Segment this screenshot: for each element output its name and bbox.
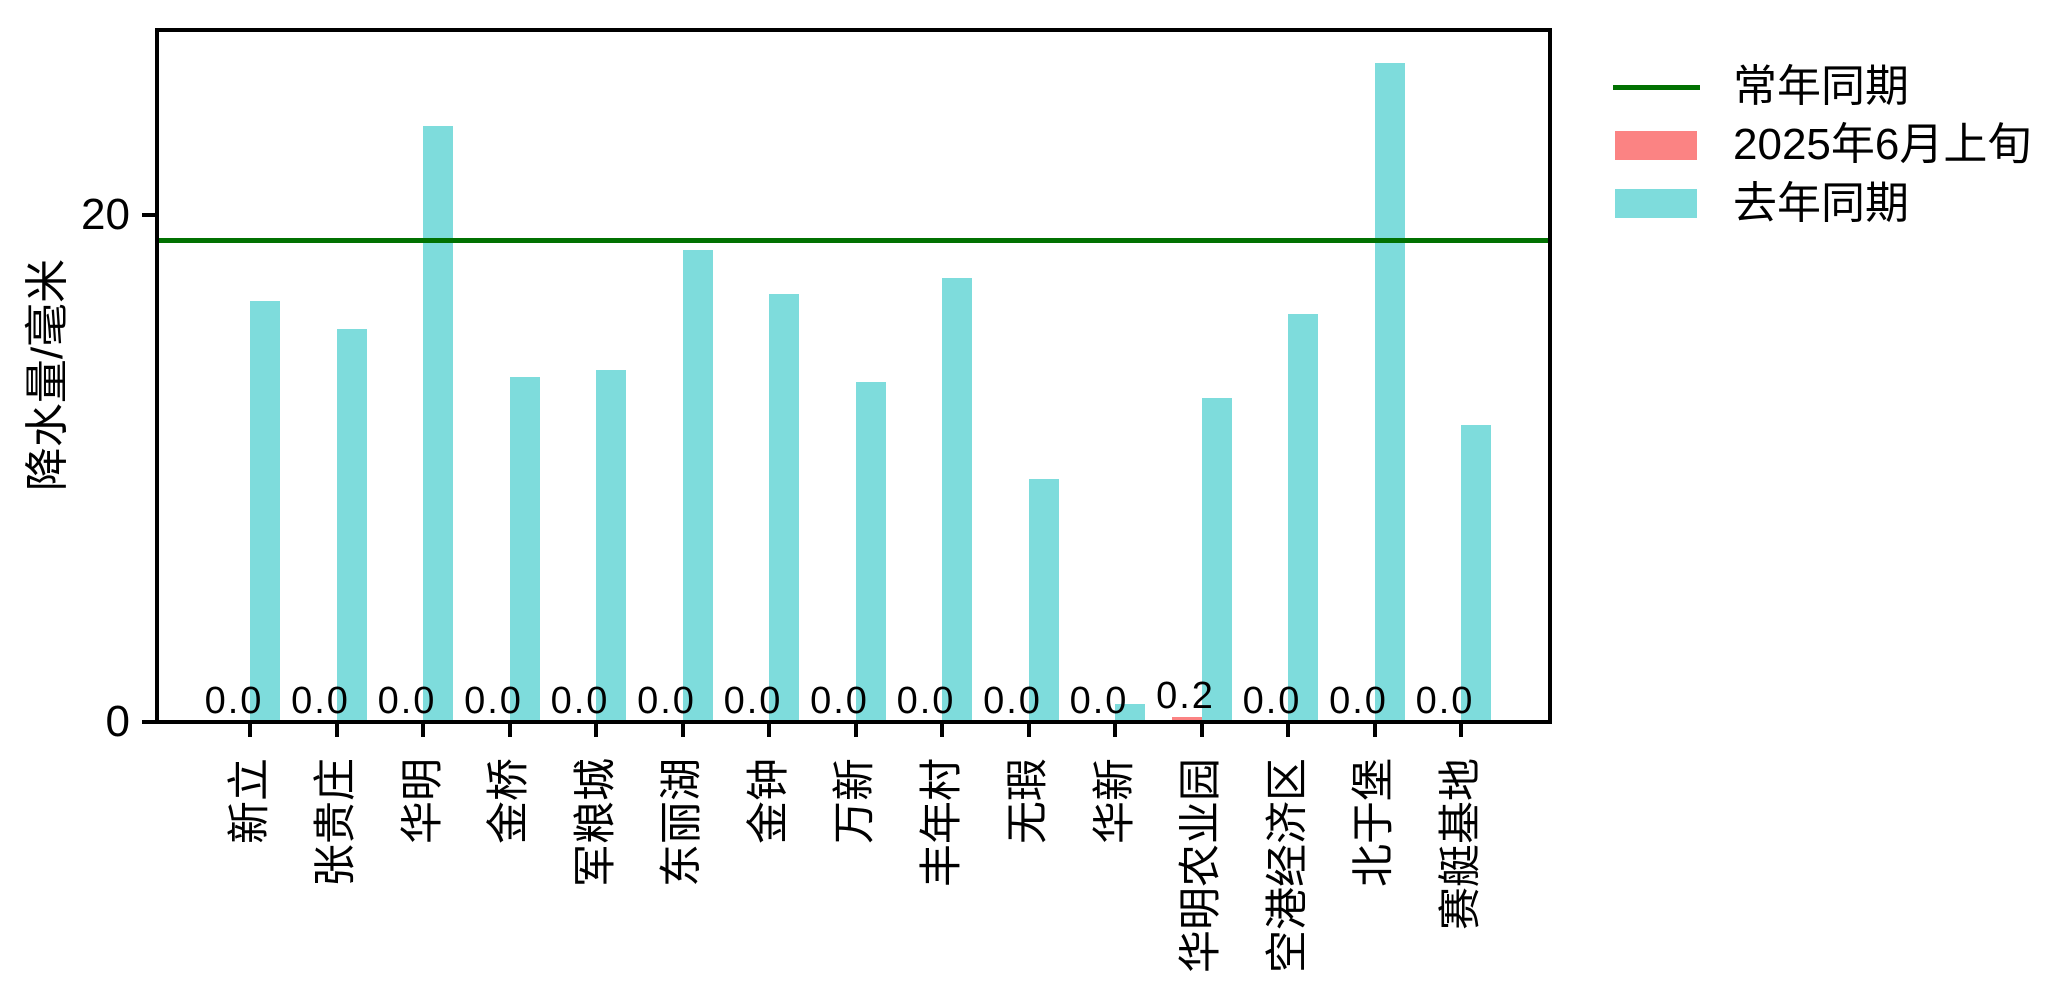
bar-lastyear-1 (336, 329, 367, 722)
x-label-9: 无瑕 (1004, 758, 1052, 844)
bar-value-label-0: 0.0 (204, 680, 264, 722)
y-tick-1 (142, 213, 155, 217)
x-tick-1 (334, 724, 339, 737)
x-tick-0 (248, 724, 252, 737)
y-tick-label-1: 20 (81, 190, 130, 239)
x-tick-13 (1372, 724, 1377, 737)
legend-label-2025-june: 2025年6月上旬 (1733, 120, 2032, 169)
x-tick-5 (680, 724, 685, 737)
x-label-14: 赛艇基地 (1436, 758, 1485, 930)
bar-lastyear-6 (769, 294, 799, 722)
bar-value-label-6: 0.0 (723, 680, 783, 722)
bar-value-label-2: 0.0 (377, 680, 437, 722)
x-label-13: 北于堡 (1350, 758, 1398, 887)
bar-value-label-5: 0.0 (637, 680, 696, 722)
x-label-12: 空港经济区 (1263, 758, 1312, 973)
x-tick-14 (1459, 724, 1463, 737)
x-label-8: 丰年村 (917, 758, 966, 887)
bar-lastyear-4 (596, 370, 626, 722)
y-tick-label-0: 0 (105, 697, 130, 746)
x-tick-2 (421, 724, 425, 737)
bar-lastyear-3 (509, 377, 540, 722)
bar-value-label-8: 0.0 (896, 680, 956, 722)
x-label-4: 军粮城 (571, 758, 620, 887)
x-label-5: 东丽湖 (658, 758, 706, 887)
bar-lastyear-14 (1461, 425, 1491, 722)
bar-value-label-11: 0.2 (1156, 675, 1215, 717)
bar-lastyear-10 (1115, 704, 1145, 722)
bar-value-label-9: 0.0 (983, 680, 1042, 722)
bar-value-label-4: 0.0 (550, 680, 610, 722)
x-tick-7 (853, 724, 858, 737)
bar-value-label-12: 0.0 (1242, 680, 1302, 722)
x-label-11: 华明农业园 (1177, 758, 1225, 973)
legend-label-normal-period: 常年同期 (1733, 62, 1909, 111)
x-tick-3 (507, 724, 512, 737)
x-tick-8 (940, 724, 944, 737)
x-label-3: 金桥 (485, 758, 533, 844)
bar-lastyear-0 (250, 301, 280, 722)
x-label-1: 张贵庄 (312, 758, 360, 887)
bar-lastyear-2 (423, 126, 453, 722)
y-tick-0 (142, 720, 155, 724)
normal-period-reference-line (159, 237, 1550, 243)
x-label-7: 万新 (831, 758, 879, 844)
bar-value-label-14: 0.0 (1415, 680, 1475, 722)
bar-lastyear-12 (1288, 314, 1318, 722)
legend-2025-swatch (1615, 131, 1697, 160)
bar-lastyear-7 (855, 382, 886, 722)
y-axis-title: 降水量/毫米 (23, 258, 72, 492)
bar-2025-11 (1171, 717, 1202, 722)
x-tick-10 (1113, 724, 1117, 737)
bar-value-label-7: 0.0 (810, 680, 869, 722)
bar-value-label-3: 0.0 (464, 680, 523, 722)
x-tick-9 (1026, 724, 1031, 737)
x-tick-6 (767, 724, 771, 737)
bar-value-label-1: 0.0 (291, 680, 350, 722)
x-tick-12 (1286, 724, 1290, 737)
bar-lastyear-13 (1374, 63, 1405, 722)
x-tick-11 (1199, 724, 1204, 737)
bar-lastyear-11 (1201, 398, 1232, 722)
legend-line-swatch (1613, 85, 1700, 90)
bar-lastyear-8 (942, 278, 972, 722)
x-tick-4 (594, 724, 598, 737)
bar-lastyear-9 (1028, 479, 1059, 722)
bar-lastyear-5 (682, 250, 713, 722)
legend-lastyear-swatch (1615, 189, 1697, 218)
x-label-0: 新立 (225, 758, 274, 844)
x-label-2: 华明 (398, 758, 447, 844)
bar-value-label-10: 0.0 (1069, 680, 1129, 722)
legend-label-last-year: 去年同期 (1733, 179, 1909, 228)
bar-value-label-13: 0.0 (1329, 680, 1388, 722)
x-label-6: 金钟 (744, 758, 793, 844)
x-label-10: 华新 (1090, 758, 1139, 844)
